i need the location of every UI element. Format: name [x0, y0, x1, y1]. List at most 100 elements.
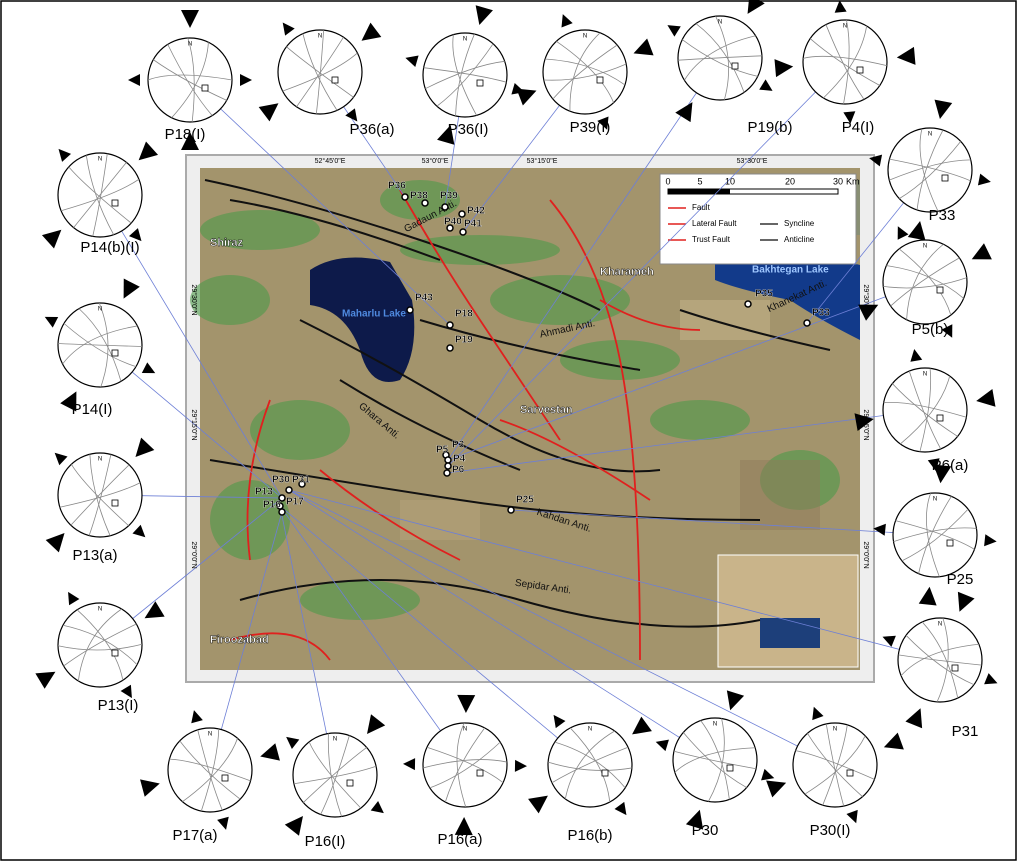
- stress-arrow: [35, 671, 56, 689]
- stress-arrow: [905, 708, 923, 729]
- station-label: P31: [292, 475, 310, 486]
- great-circle: [823, 25, 868, 99]
- lake-label: Bakhtegan Lake: [752, 265, 829, 276]
- stress-arrow: [132, 524, 146, 538]
- connector: [288, 489, 716, 761]
- great-circle: [569, 32, 601, 112]
- great-circle: [890, 257, 960, 307]
- station-label: P16: [263, 500, 281, 511]
- stereonet: [547, 722, 633, 808]
- stress-arrow: [553, 714, 566, 729]
- station-label: P43: [415, 293, 433, 304]
- stereonet: [897, 617, 983, 703]
- station: [459, 228, 467, 236]
- stereonet-label: P36(I): [448, 121, 489, 138]
- connector: [279, 505, 336, 776]
- longitude-label: 53°15'0"E: [527, 157, 558, 165]
- great-circle: [906, 243, 944, 320]
- great-circle: [197, 729, 223, 811]
- connector: [447, 61, 846, 467]
- place-label: Kharameh: [600, 266, 654, 278]
- stereonet: [167, 727, 253, 813]
- connector: [279, 505, 466, 766]
- station: [507, 506, 515, 514]
- fault: [246, 399, 271, 561]
- north-label: N: [583, 34, 587, 40]
- great-circle: [76, 609, 124, 681]
- stress-arrow: [873, 523, 886, 536]
- north-label: N: [718, 20, 722, 26]
- connector: [279, 505, 591, 766]
- great-circle: [303, 747, 367, 803]
- pole-square: [936, 414, 944, 422]
- station-label: P19: [455, 335, 473, 346]
- great-circle: [919, 368, 932, 452]
- stress-arrow: [140, 779, 160, 797]
- station: [446, 321, 454, 329]
- great-circle: [804, 735, 866, 795]
- station: [298, 480, 306, 488]
- great-circle: [936, 617, 949, 703]
- great-circle: [70, 464, 130, 526]
- great-circle: [554, 741, 626, 789]
- stress-arrow: [528, 795, 548, 814]
- station-label: P17: [286, 497, 304, 508]
- stereonet-label: P31: [952, 723, 979, 740]
- stereonet: [792, 722, 878, 808]
- place-label: Firoozabad: [210, 634, 269, 646]
- fault: [229, 632, 331, 661]
- stereonet: [542, 29, 628, 115]
- stress-arrow: [907, 221, 926, 241]
- pole-square: [731, 62, 739, 70]
- stress-arrow: [883, 732, 904, 750]
- stress-arrow: [475, 5, 493, 26]
- stress-arrow: [181, 10, 199, 28]
- great-circle: [423, 67, 507, 83]
- north-label: N: [928, 132, 932, 138]
- great-circle: [320, 735, 350, 815]
- stress-arrow: [45, 533, 65, 553]
- pole-square: [331, 76, 339, 84]
- pole-square: [951, 664, 959, 672]
- great-circle: [889, 158, 971, 182]
- stereonet-label: P17(a): [172, 827, 217, 844]
- scale-label: 10: [725, 176, 735, 186]
- station: [285, 486, 293, 494]
- station-label: P36: [388, 181, 406, 192]
- pole-square: [596, 76, 604, 84]
- stereonet: [147, 37, 233, 123]
- station: [446, 344, 454, 352]
- great-circle: [455, 33, 475, 116]
- legend-label: Syncline: [784, 219, 815, 228]
- stress-arrow: [44, 316, 59, 328]
- pole-square: [856, 66, 864, 74]
- stress-arrow: [759, 79, 773, 91]
- stereonet-label: P30(I): [810, 822, 851, 839]
- stress-arrow: [403, 758, 416, 771]
- pole-square: [476, 79, 484, 87]
- stress-arrow: [843, 111, 856, 124]
- stress-arrow: [181, 132, 199, 150]
- stress-arrow: [68, 591, 80, 606]
- stress-arrow: [854, 413, 874, 432]
- station: [446, 224, 454, 232]
- great-circle: [179, 740, 241, 800]
- stress-arrow: [977, 173, 991, 186]
- stereonet-label: P16(b): [567, 827, 612, 844]
- pole-square: [936, 286, 944, 294]
- station: [421, 199, 429, 207]
- station-label: P40: [444, 217, 462, 228]
- pole-square: [601, 769, 609, 777]
- pole-square: [726, 764, 734, 772]
- stress-arrow: [976, 388, 996, 407]
- station-label: P4: [453, 454, 466, 465]
- stress-arrow: [345, 108, 358, 122]
- stereonet: [57, 602, 143, 688]
- stress-arrow: [667, 25, 681, 37]
- great-circle: [167, 44, 213, 116]
- great-circle: [899, 141, 962, 199]
- stress-arrow: [774, 59, 794, 78]
- great-circle: [68, 166, 132, 224]
- stereonet-label: P4(I): [842, 119, 875, 136]
